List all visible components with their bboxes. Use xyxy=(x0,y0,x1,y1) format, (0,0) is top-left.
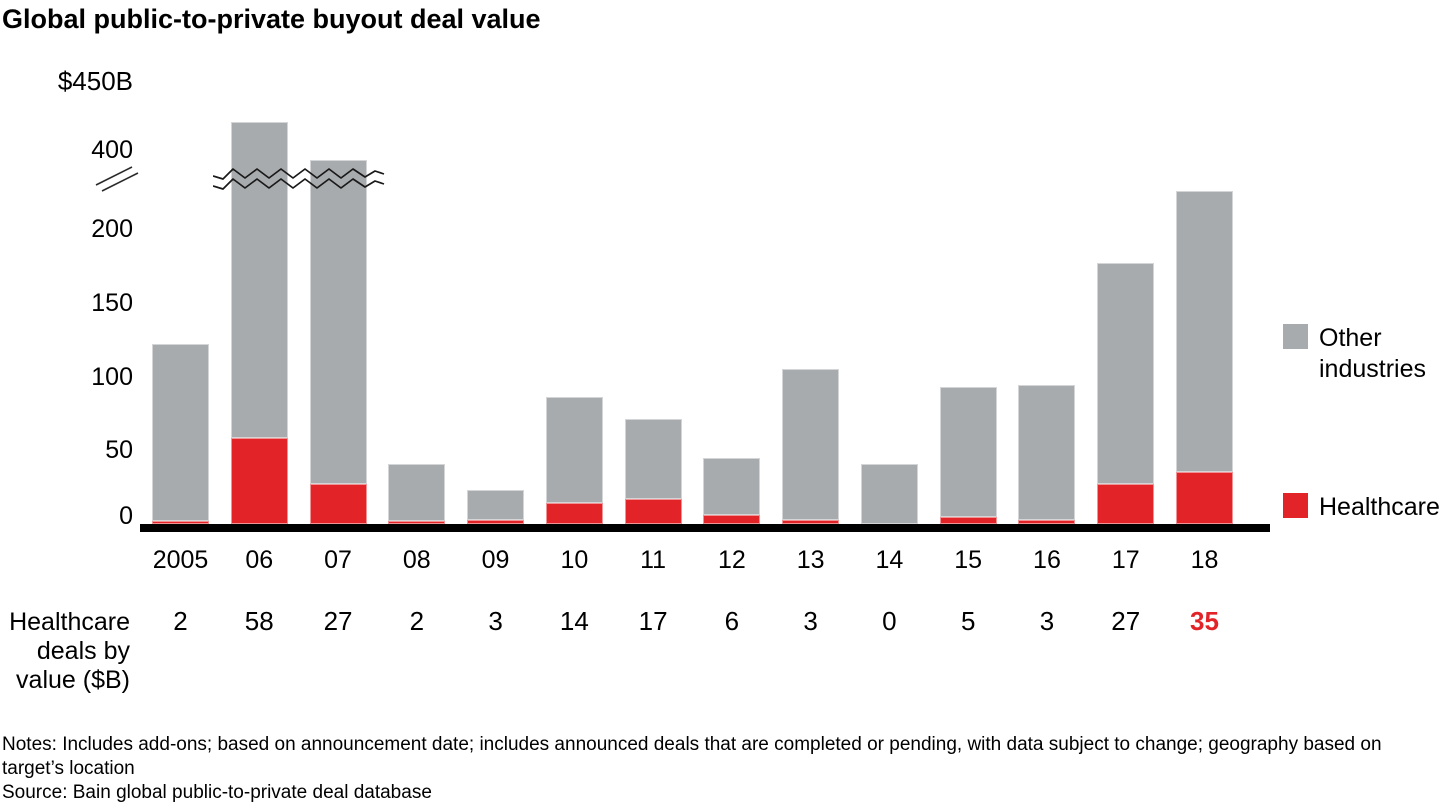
healthcare-value-10: 14 xyxy=(559,606,589,636)
chart-title: Global public-to-private buyout deal val… xyxy=(2,4,541,34)
bar-segment-other-13 xyxy=(782,369,840,520)
bar-segment-healthcare-06 xyxy=(230,438,288,524)
bar-segment-other-10 xyxy=(545,397,603,504)
healthcare-value-09: 3 xyxy=(488,606,503,636)
bar-segment-healthcare-2005 xyxy=(152,521,209,524)
y-tick-50: 50 xyxy=(105,436,133,465)
legend-swatch-healthcare-icon xyxy=(1283,493,1308,518)
legend-swatch-other-industries-icon xyxy=(1283,324,1308,349)
healthcare-value-17: 27 xyxy=(1111,606,1141,636)
footer: Notes: Includes add-ons; based on announ… xyxy=(2,733,1439,805)
legend-label-other-industries: Other industries xyxy=(1319,324,1426,383)
x-axis-line xyxy=(140,524,1270,532)
bar-segment-healthcare-17 xyxy=(1097,484,1155,524)
healthcare-value-18: 35 xyxy=(1190,606,1219,636)
bar-segment-healthcare-10 xyxy=(545,503,603,524)
bar-segment-healthcare-18 xyxy=(1175,472,1233,524)
bar-segment-other-15 xyxy=(939,386,997,517)
x-axis-label-12: 12 xyxy=(717,546,746,574)
bar-segment-healthcare-11 xyxy=(624,498,682,524)
healthcare-value-06: 58 xyxy=(244,606,274,636)
legend-label-healthcare: Healthcare xyxy=(1319,493,1440,521)
x-axis-label-08: 08 xyxy=(402,546,431,574)
bar-segment-other-12 xyxy=(703,457,761,516)
healthcare-value-2005: 2 xyxy=(173,606,188,636)
y-tick-150: 150 xyxy=(91,288,133,317)
y-tick-0: 0 xyxy=(119,502,133,530)
bar-segment-other-2005 xyxy=(152,344,209,522)
bar-segment-healthcare-12 xyxy=(703,515,761,524)
y-tick-100: 100 xyxy=(91,362,133,391)
bar-segment-healthcare-07 xyxy=(309,484,367,524)
y-axis-max-label: $450B xyxy=(57,66,133,96)
y-axis-break-icon xyxy=(95,166,139,192)
x-axis-label-09: 09 xyxy=(481,546,510,574)
x-axis-label-06: 06 xyxy=(245,546,274,574)
x-axis-label-18: 18 xyxy=(1190,546,1219,574)
bar-segment-healthcare-16 xyxy=(1018,519,1076,524)
bar-segment-other-16 xyxy=(1018,385,1076,520)
notes-text: Notes: Includes add-ons; based on announ… xyxy=(2,734,1382,779)
bar-segment-other-11 xyxy=(624,419,682,499)
bar-break-squiggle-icon xyxy=(213,168,385,190)
bar-segment-other-08 xyxy=(388,463,446,522)
source-text: Source: Bain global public-to-private de… xyxy=(2,782,432,803)
x-axis-label-07: 07 xyxy=(324,546,352,574)
x-axis-label-13: 13 xyxy=(796,546,825,574)
bar-segment-other-09 xyxy=(467,490,525,520)
bar-segment-other-14 xyxy=(860,463,918,524)
x-axis-label-11: 11 xyxy=(640,546,667,574)
x-axis-label-14: 14 xyxy=(875,546,904,574)
bar-segment-healthcare-09 xyxy=(467,519,525,524)
healthcare-value-15: 5 xyxy=(960,606,976,636)
healthcare-value-07: 27 xyxy=(323,606,353,636)
healthcare-row-label: Healthcare deals by value ($B) xyxy=(9,608,130,694)
x-axis-label-10: 10 xyxy=(560,546,589,574)
bar-segment-healthcare-08 xyxy=(388,521,446,524)
y-tick-200: 200 xyxy=(91,215,133,243)
healthcare-value-16: 3 xyxy=(1039,606,1055,636)
healthcare-value-12: 6 xyxy=(724,606,740,636)
bar-segment-other-18 xyxy=(1175,190,1233,473)
x-axis-label-2005: 2005 xyxy=(152,546,209,574)
legend-item-other-industries: Other industries xyxy=(1283,323,1440,385)
bar-segment-healthcare-13 xyxy=(782,519,840,524)
legend-item-healthcare: Healthcare xyxy=(1283,492,1440,523)
y-tick-400: 400 xyxy=(91,136,133,164)
x-axis-label-16: 16 xyxy=(1033,546,1061,574)
healthcare-value-08: 2 xyxy=(409,606,425,636)
bar-segment-other-06 xyxy=(230,122,288,439)
healthcare-value-14: 0 xyxy=(882,606,897,636)
bar-segment-healthcare-15 xyxy=(939,516,997,524)
bar-segment-other-17 xyxy=(1097,262,1155,485)
x-axis-label-17: 17 xyxy=(1111,546,1140,574)
healthcare-value-13: 3 xyxy=(803,606,818,636)
bar-segment-other-07 xyxy=(309,159,367,485)
healthcare-value-11: 17 xyxy=(638,606,668,636)
x-axis-label-15: 15 xyxy=(954,546,983,574)
